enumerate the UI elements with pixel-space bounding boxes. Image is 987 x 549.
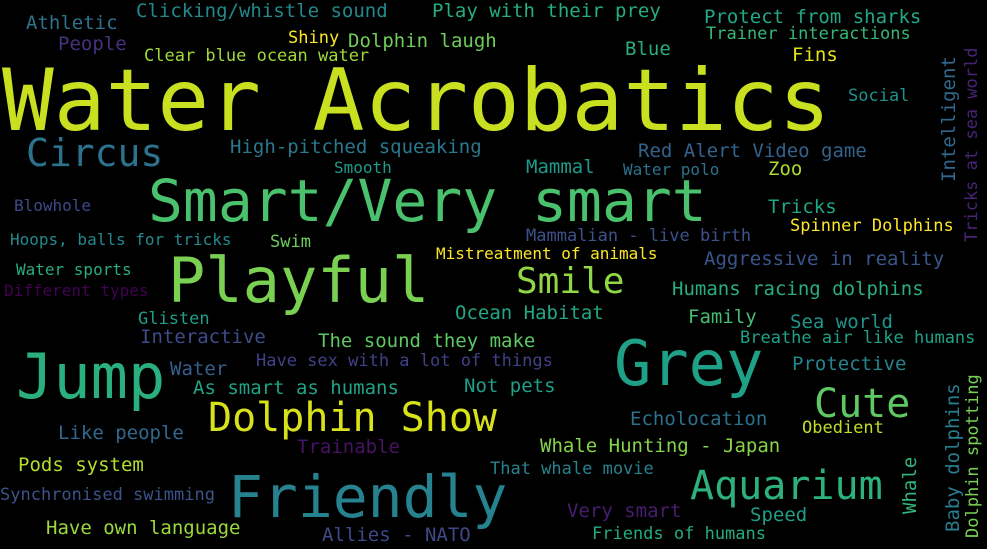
- word-interactive: Interactive: [140, 326, 266, 348]
- word-zoo: Zoo: [768, 158, 803, 180]
- word-very-smart: Very smart: [567, 500, 682, 522]
- word-whale: Whale: [899, 456, 921, 514]
- word-clear-blue-ocean-water: Clear blue ocean water: [144, 46, 370, 66]
- word-blowhole: Blowhole: [14, 196, 92, 215]
- word-friendly: Friendly: [228, 463, 508, 531]
- word-grey: Grey: [614, 327, 764, 400]
- word-smile: Smile: [516, 261, 625, 302]
- word-tricks: Tricks: [768, 196, 837, 218]
- word-swim: Swim: [270, 232, 311, 252]
- word-tricks-at-sea-world: Tricks at sea world: [962, 47, 982, 242]
- word-baby-dolphins: Baby dolphins: [942, 383, 964, 532]
- word-as-smart-as-humans: As smart as humans: [193, 377, 399, 399]
- word-cute: Cute: [814, 381, 911, 427]
- word-high-pitched-squeaking: High-pitched squeaking: [230, 136, 482, 158]
- word-sea-world: Sea world: [790, 311, 893, 333]
- word-hoops-balls-for-tricks: Hoops, balls for tricks: [10, 230, 232, 249]
- word-the-sound-they-make: The sound they make: [318, 330, 536, 352]
- word-mistreatment-of-animals: Mistreatment of animals: [436, 244, 658, 263]
- word-trainable: Trainable: [297, 436, 400, 458]
- word-water-sports: Water sports: [16, 260, 132, 279]
- word-circus: Circus: [26, 131, 164, 175]
- word-mammal: Mammal: [526, 156, 595, 178]
- word-have-own-language: Have own language: [46, 517, 241, 539]
- word-whale-hunting-japan: Whale Hunting - Japan: [540, 435, 781, 457]
- word-people: People: [58, 33, 127, 55]
- word-shiny: Shiny: [288, 28, 340, 48]
- word-playful: Playful: [168, 244, 430, 317]
- word-dolphin-laugh: Dolphin laugh: [348, 30, 497, 52]
- word-play-with-their-prey: Play with their prey: [432, 0, 661, 22]
- word-fins: Fins: [792, 44, 838, 66]
- word-athletic: Athletic: [26, 12, 118, 34]
- word-not-pets: Not pets: [464, 375, 556, 397]
- word-intelligent: Intelligent: [938, 56, 960, 182]
- word-water: Water: [170, 358, 228, 380]
- word-allies-nato: Allies - NATO: [322, 524, 471, 546]
- word-breathe-air-like-humans: Breathe air like humans: [740, 328, 976, 348]
- word-spinner-dolphins: Spinner Dolphins: [790, 216, 954, 236]
- word-have-sex-with-a-lot-of-things: Have sex with a lot of things: [256, 351, 553, 371]
- word-glisten: Glisten: [138, 309, 210, 329]
- word-humans-racing-dolphins: Humans racing dolphins: [672, 278, 924, 300]
- word-ocean-habitat: Ocean Habitat: [455, 302, 604, 324]
- word-aquarium: Aquarium: [690, 463, 883, 509]
- word-that-whale-movie: That whale movie: [490, 459, 654, 479]
- word-mammalian-live-birth: Mammalian - live birth: [526, 226, 752, 246]
- word-trainer-interactions: Trainer interactions: [706, 24, 911, 44]
- word-water-polo: Water polo: [623, 160, 720, 179]
- word-social: Social: [848, 86, 910, 106]
- word-pods-system: Pods system: [18, 454, 144, 476]
- word-jump: Jump: [16, 340, 166, 413]
- word-clicking-whistle-sound: Clicking/whistle sound: [136, 0, 388, 22]
- word-protective: Protective: [792, 353, 907, 375]
- word-red-alert-video-game: Red Alert Video game: [638, 140, 867, 162]
- word-obedient: Obedient: [802, 418, 884, 438]
- word-speed: Speed: [750, 504, 808, 526]
- word-dolphin-spotting: Dolphin spotting: [963, 374, 983, 538]
- word-like-people: Like people: [58, 422, 184, 444]
- word-different-types: Different types: [4, 281, 149, 300]
- word-blue: Blue: [625, 38, 671, 60]
- word-dolphin-show: Dolphin Show: [208, 395, 497, 441]
- word-smooth: Smooth: [334, 158, 392, 177]
- word-smart-very-smart: Smart/Very smart: [148, 167, 707, 235]
- word-protect-from-sharks: Protect from sharks: [704, 6, 922, 28]
- word-synchronised-swimming: Synchronised swimming: [0, 485, 215, 505]
- word-family: Family: [688, 306, 757, 328]
- word-water-acrobatics: Water Acrobatics: [2, 51, 831, 151]
- word-aggressive-in-reality: Aggressive in reality: [704, 248, 945, 270]
- word-friends-of-humans: Friends of humans: [592, 524, 766, 544]
- word-echolocation: Echolocation: [630, 408, 768, 430]
